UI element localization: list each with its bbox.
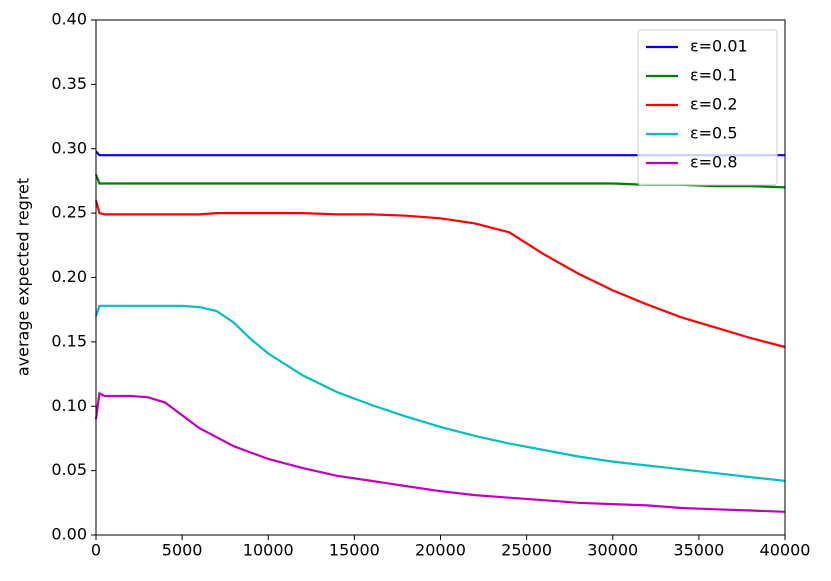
- x-tick-label: 10000: [243, 541, 294, 560]
- y-tick-label: 0.30: [51, 138, 87, 157]
- x-tick-label: 40000: [760, 541, 811, 560]
- legend-label: ε=0.5: [690, 124, 738, 143]
- line: [94, 304, 786, 482]
- legend-frame: [637, 29, 778, 186]
- x-tick-label: 15000: [329, 541, 380, 560]
- x-tick-label: 30000: [587, 541, 638, 560]
- y-tick-label: 0.20: [51, 267, 87, 286]
- legend-label: ε=0.2: [690, 95, 738, 114]
- x-tick-label: 35000: [673, 541, 724, 560]
- y-tick-label: 0.00: [51, 525, 87, 544]
- y-tick-label: 0.40: [51, 10, 87, 29]
- y-tick-label: 0.10: [51, 396, 87, 415]
- legend-label: ε=0.01: [690, 37, 748, 56]
- line: [94, 391, 786, 513]
- legend-label: ε=0.1: [690, 66, 738, 85]
- x-tick-label: 25000: [501, 541, 552, 560]
- x-tick-label: 20000: [415, 541, 466, 560]
- y-tick-label: 0.35: [51, 74, 87, 93]
- y-tick-label: 0.15: [51, 331, 87, 350]
- line: [94, 174, 786, 189]
- plot-frame: [95, 19, 786, 536]
- legend-label: ε=0.8: [690, 153, 738, 172]
- y-tick-label: 0.25: [51, 203, 87, 222]
- y-tick-label: 0.05: [51, 460, 87, 479]
- line: [94, 200, 786, 349]
- x-tick-label: 0: [91, 541, 101, 560]
- y-axis-label: average expected regret: [14, 178, 33, 376]
- x-tick-label: 5000: [162, 541, 203, 560]
- line: [95, 150, 785, 157]
